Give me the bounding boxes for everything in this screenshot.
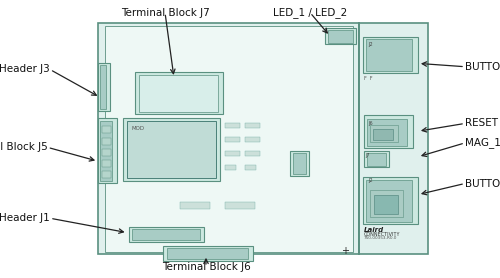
Bar: [139, 75, 218, 112]
Bar: [102, 126, 110, 133]
Bar: [102, 171, 110, 178]
Bar: [364, 151, 389, 167]
Bar: [129, 227, 204, 242]
Bar: [98, 63, 110, 111]
Bar: [102, 138, 110, 145]
Text: J6: J6: [368, 121, 373, 126]
Bar: [135, 72, 222, 114]
Bar: [100, 121, 112, 181]
Text: BUTTON_2: BUTTON_2: [465, 61, 500, 72]
Bar: [366, 39, 412, 71]
Bar: [245, 123, 260, 128]
Bar: [132, 229, 200, 240]
Bar: [362, 37, 418, 73]
Bar: [102, 149, 110, 156]
Text: Terminal Block J7: Terminal Block J7: [120, 8, 210, 18]
Bar: [126, 121, 216, 178]
Bar: [370, 190, 402, 217]
Text: Terminal Block J6: Terminal Block J6: [162, 262, 250, 272]
Text: MAG_1: MAG_1: [465, 137, 500, 148]
Text: RESET: RESET: [465, 118, 498, 128]
Text: Header J3: Header J3: [0, 64, 50, 75]
Bar: [367, 119, 407, 146]
Text: 750-00353-R0.0: 750-00353-R0.0: [364, 236, 398, 240]
Text: J2: J2: [368, 42, 372, 47]
Bar: [102, 160, 110, 167]
Text: J2: J2: [368, 178, 372, 183]
Bar: [98, 118, 116, 183]
Bar: [366, 153, 386, 166]
Text: F  F: F F: [364, 76, 372, 81]
Bar: [105, 26, 352, 252]
Bar: [359, 23, 428, 254]
Bar: [225, 202, 255, 208]
Bar: [370, 125, 398, 142]
Text: Terminal Block J5: Terminal Block J5: [0, 142, 48, 152]
Bar: [98, 23, 359, 254]
Bar: [245, 137, 260, 142]
Bar: [225, 137, 240, 142]
Text: MOD: MOD: [131, 126, 144, 131]
Bar: [122, 118, 220, 181]
Text: J7: J7: [366, 153, 370, 158]
Bar: [225, 165, 236, 170]
Bar: [362, 177, 418, 224]
Bar: [292, 153, 306, 174]
Bar: [225, 151, 240, 156]
Bar: [225, 123, 240, 128]
Bar: [245, 151, 260, 156]
Bar: [366, 180, 412, 222]
Text: LED_1 / LED_2: LED_1 / LED_2: [273, 7, 347, 18]
Bar: [328, 30, 352, 43]
Bar: [364, 115, 413, 148]
Bar: [374, 195, 398, 214]
Bar: [325, 28, 356, 44]
Bar: [372, 129, 392, 140]
Bar: [180, 202, 210, 208]
Bar: [290, 151, 309, 176]
Bar: [100, 65, 106, 109]
Text: +: +: [341, 246, 349, 256]
Bar: [162, 246, 252, 261]
Text: CONNECTIVITY: CONNECTIVITY: [364, 232, 401, 237]
Text: Laird: Laird: [364, 227, 384, 233]
Text: Header J1: Header J1: [0, 213, 50, 223]
Bar: [166, 248, 248, 259]
Bar: [245, 165, 256, 170]
Text: BUTTON_1: BUTTON_1: [465, 178, 500, 189]
